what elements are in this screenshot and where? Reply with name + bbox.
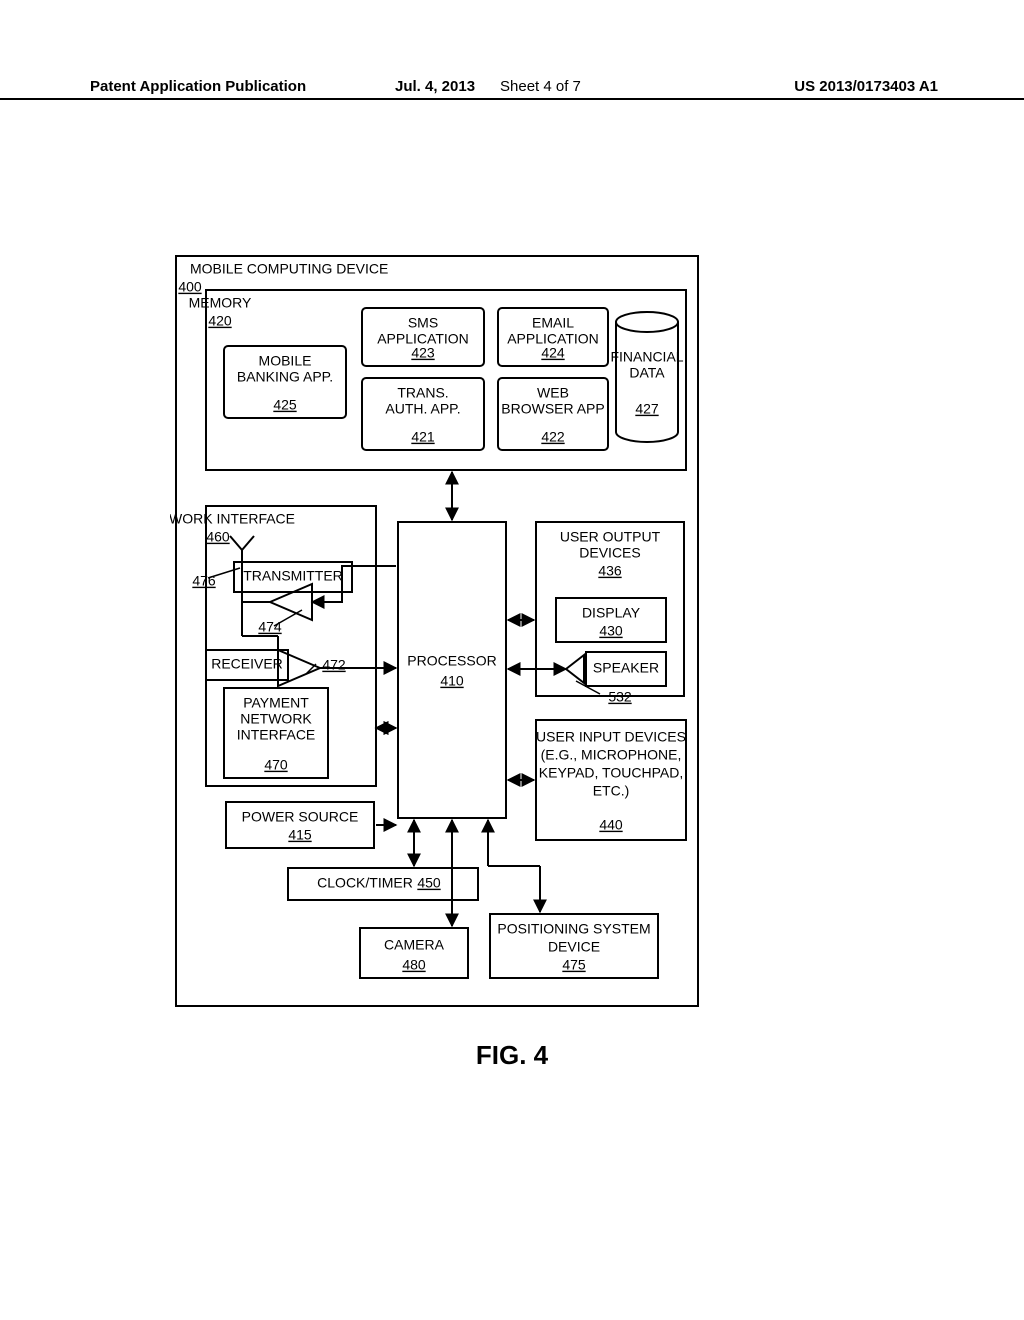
svg-text:USER OUTPUT: USER OUTPUT — [560, 529, 661, 545]
svg-text:MOBILE: MOBILE — [259, 353, 312, 369]
svg-text:472: 472 — [322, 657, 346, 673]
svg-text:436: 436 — [598, 563, 622, 579]
svg-text:DISPLAY: DISPLAY — [582, 605, 641, 621]
svg-text:(E.G., MICROPHONE,: (E.G., MICROPHONE, — [541, 747, 682, 763]
svg-text:DEVICES: DEVICES — [579, 545, 640, 561]
svg-text:PAYMENT: PAYMENT — [243, 695, 309, 711]
svg-text:424: 424 — [541, 345, 565, 361]
svg-text:NETWORK: NETWORK — [240, 711, 312, 727]
svg-text:MOBILE COMPUTING DEVICE: MOBILE COMPUTING DEVICE — [190, 261, 388, 277]
svg-text:474: 474 — [258, 619, 282, 635]
svg-text:BROWSER APP: BROWSER APP — [501, 401, 604, 417]
svg-text:SMS: SMS — [408, 315, 438, 331]
svg-text:FINANCIAL: FINANCIAL — [610, 349, 683, 365]
svg-text:430: 430 — [599, 623, 623, 639]
page-header: Patent Application Publication Jul. 4, 2… — [0, 78, 1024, 100]
figure-caption: FIG. 4 — [0, 1040, 1024, 1071]
svg-text:DATA: DATA — [629, 365, 665, 381]
svg-text:423: 423 — [411, 345, 435, 361]
svg-text:532: 532 — [608, 689, 632, 705]
svg-text:470: 470 — [264, 757, 288, 773]
svg-text:440: 440 — [599, 817, 623, 833]
svg-text:400: 400 — [178, 279, 202, 295]
svg-text:460: 460 — [206, 529, 230, 545]
svg-text:WEB: WEB — [537, 385, 569, 401]
svg-text:480: 480 — [402, 957, 426, 973]
header-left: Patent Application Publication — [90, 78, 306, 95]
figure-4: MOBILE COMPUTING DEVICE 400MEMORY 420 MOBIL… — [170, 250, 704, 1020]
svg-text:BANKING APP.: BANKING APP. — [237, 369, 333, 385]
svg-text:450: 450 — [417, 875, 441, 891]
svg-text:USER INPUT DEVICES: USER INPUT DEVICES — [536, 729, 686, 745]
svg-text:476: 476 — [192, 573, 216, 589]
svg-text:INTERFACE: INTERFACE — [237, 727, 316, 743]
svg-text:SPEAKER: SPEAKER — [593, 660, 659, 676]
svg-text:POSITIONING SYSTEM: POSITIONING SYSTEM — [497, 921, 650, 937]
svg-text:DEVICE: DEVICE — [548, 939, 600, 955]
svg-text:421: 421 — [411, 429, 435, 445]
svg-text:TRANSMITTER: TRANSMITTER — [243, 568, 343, 584]
svg-text:KEYPAD, TOUCHPAD,: KEYPAD, TOUCHPAD, — [539, 765, 683, 781]
svg-text:420: 420 — [208, 313, 232, 329]
svg-text:422: 422 — [541, 429, 565, 445]
svg-text:PROCESSOR: PROCESSOR — [407, 653, 496, 669]
header-pubno: US 2013/0173403 A1 — [794, 78, 938, 95]
svg-text:POWER SOURCE: POWER SOURCE — [242, 809, 359, 825]
svg-text:ETC.): ETC.) — [593, 783, 630, 799]
svg-text:475: 475 — [562, 957, 586, 973]
svg-text:AUTH. APP.: AUTH. APP. — [385, 401, 460, 417]
svg-text:RECEIVER: RECEIVER — [211, 656, 283, 672]
page: Patent Application Publication Jul. 4, 2… — [0, 0, 1024, 1320]
svg-text:425: 425 — [273, 397, 297, 413]
svg-text:MEMORY: MEMORY — [189, 295, 252, 311]
svg-text:410: 410 — [440, 673, 464, 689]
header-sheet: Sheet 4 of 7 — [500, 78, 581, 95]
header-date: Jul. 4, 2013 — [395, 78, 475, 95]
svg-text:EMAIL: EMAIL — [532, 315, 574, 331]
svg-text:427: 427 — [635, 401, 659, 417]
svg-text:CAMERA: CAMERA — [384, 937, 445, 953]
svg-text:CLOCK/TIMER: CLOCK/TIMER — [317, 875, 413, 891]
svg-text:NETWORK INTERFACE: NETWORK INTERFACE — [170, 511, 295, 527]
svg-text:415: 415 — [288, 827, 312, 843]
svg-text:TRANS.: TRANS. — [397, 385, 448, 401]
